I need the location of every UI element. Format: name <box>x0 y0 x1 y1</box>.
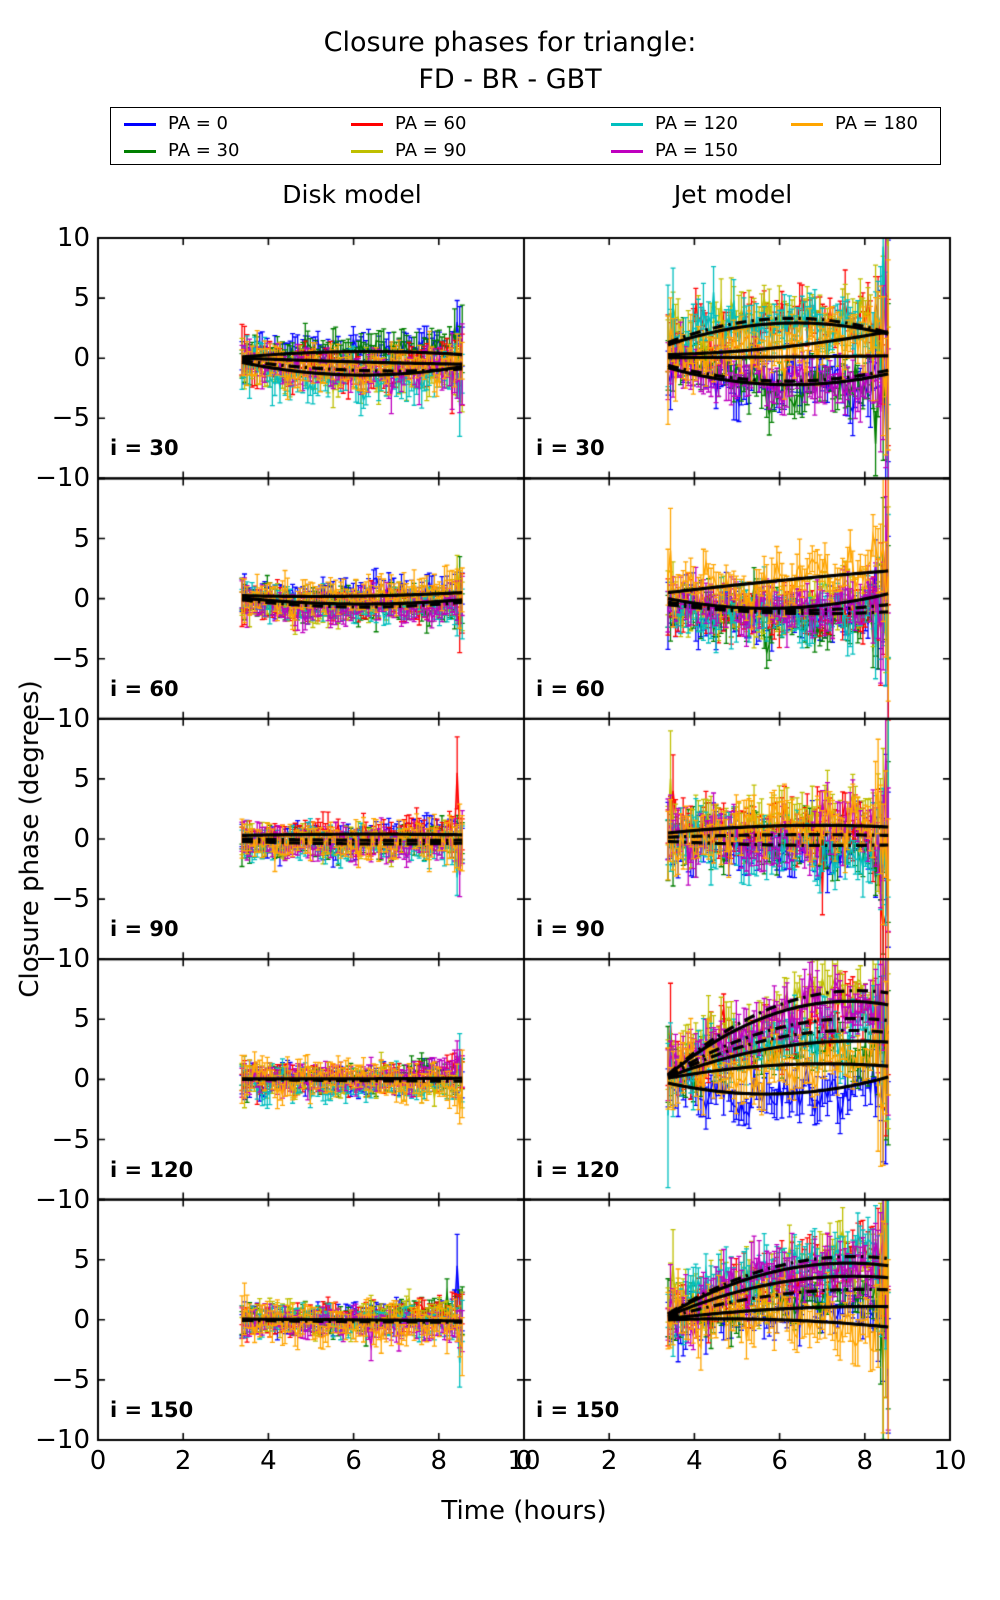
y-tick-label: 5 <box>73 283 90 314</box>
y-tick-label: −10 <box>35 1184 90 1215</box>
panel-label-jet-i-120: i = 120 <box>536 1157 620 1182</box>
x-tick-label: 4 <box>260 1446 277 1476</box>
y-tick-label: −10 <box>35 463 90 494</box>
panel-label-disk-i-30: i = 30 <box>110 436 179 461</box>
legend-label: PA = 60 <box>395 113 467 134</box>
figure-title: Closure phases for triangle: FD - BR - G… <box>10 24 1000 98</box>
y-tick-label: −5 <box>51 1124 90 1155</box>
y-tick-label: −5 <box>51 403 90 434</box>
legend-line-swatch <box>124 123 156 127</box>
legend-line-swatch <box>351 123 383 127</box>
legend-line-swatch <box>611 123 643 127</box>
x-tick-label: 2 <box>174 1446 192 1476</box>
panel-label-jet-i-60: i = 60 <box>536 676 605 701</box>
x-tick-label: 8 <box>430 1446 448 1476</box>
y-tick-label: −5 <box>51 1364 90 1395</box>
y-tick-label: 0 <box>73 343 90 374</box>
y-tick-label: −10 <box>35 1425 90 1455</box>
y-tick-label: 0 <box>73 583 90 614</box>
x-tick-label: 8 <box>856 1446 874 1476</box>
x-tick-label: 0 <box>89 1446 107 1476</box>
panel-label-jet-i-90: i = 90 <box>536 917 605 942</box>
x-axis-label: Time (hours) <box>441 1496 607 1526</box>
panel-label-disk-i-150: i = 150 <box>110 1398 194 1422</box>
y-tick-label: 0 <box>73 1304 90 1335</box>
y-tick-label: 5 <box>73 1004 90 1035</box>
x-tick-label: 6 <box>771 1446 788 1476</box>
legend-label: PA = 0 <box>168 113 228 134</box>
figure-title-line1: Closure phases for triangle: <box>323 27 697 58</box>
column-title-disk-model: Disk model <box>282 180 422 209</box>
panel-label-disk-i-60: i = 60 <box>110 676 179 701</box>
y-tick-label: 10 <box>56 223 90 253</box>
y-tick-label: −10 <box>35 703 90 734</box>
legend-line-swatch <box>351 150 383 154</box>
panel-label-jet-i-150: i = 150 <box>536 1398 620 1422</box>
legend-line-swatch <box>124 150 156 154</box>
legend-label: PA = 30 <box>168 140 240 161</box>
x-tick-label: 4 <box>686 1446 703 1476</box>
legend-label: PA = 120 <box>655 113 738 134</box>
x-tick-label: 6 <box>345 1446 362 1476</box>
y-tick-label: 5 <box>73 1244 90 1275</box>
legend: PA = 0 PA = 30 PA = 60 PA = 90 PA = 120 PA = … <box>110 107 941 165</box>
y-tick-label: 5 <box>73 523 90 554</box>
legend-line-swatch <box>611 150 643 154</box>
legend-label: PA = 150 <box>655 140 738 161</box>
legend-label: PA = 90 <box>395 140 467 161</box>
legend-line-swatch <box>791 123 823 127</box>
y-tick-label: 5 <box>73 763 90 794</box>
panel-label-disk-i-90: i = 90 <box>110 917 179 942</box>
figure-title-line2: FD - BR - GBT <box>418 64 602 95</box>
y-tick-label: −10 <box>35 944 90 975</box>
legend-label: PA = 180 <box>835 113 918 134</box>
x-tick-label: 10 <box>933 1446 967 1476</box>
y-tick-label: −5 <box>51 643 90 674</box>
y-tick-label: 0 <box>73 1064 90 1095</box>
y-tick-label: 0 <box>73 824 90 854</box>
x-tick-label: 2 <box>600 1446 618 1476</box>
x-tick-label: 0 <box>515 1446 533 1476</box>
x-tick-label: 10 <box>507 1446 541 1476</box>
panel-label-jet-i-30: i = 30 <box>536 436 605 461</box>
column-title-jet-model: Jet model <box>673 180 793 209</box>
y-tick-label: −5 <box>51 884 90 915</box>
panel-label-disk-i-120: i = 120 <box>110 1157 194 1182</box>
